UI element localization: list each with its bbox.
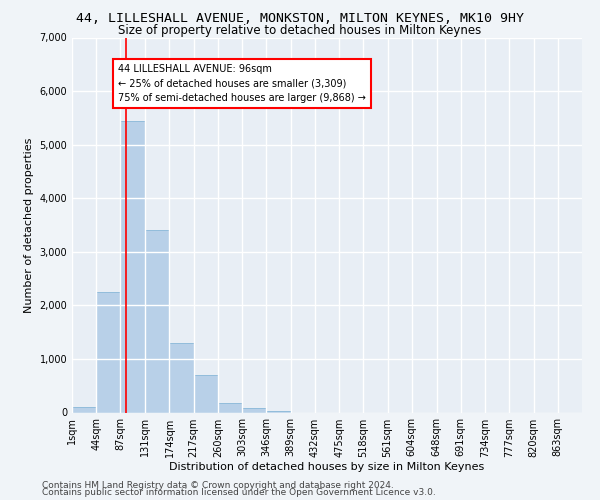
Bar (96, 292, 121, 412)
Text: Contains public sector information licensed under the Open Government Licence v3: Contains public sector information licen… (42, 488, 436, 497)
Bar (194, 375, 218, 412)
Bar (169, 343, 194, 412)
Bar (266, 411, 290, 412)
Text: Size of property relative to detached houses in Milton Keynes: Size of property relative to detached ho… (118, 24, 482, 37)
Y-axis label: Number of detached properties: Number of detached properties (24, 138, 34, 312)
Bar (218, 403, 242, 412)
Bar (242, 408, 266, 412)
X-axis label: Distribution of detached houses by size in Milton Keynes: Distribution of detached houses by size … (169, 462, 485, 472)
Bar (72, 407, 96, 412)
Bar (121, 120, 145, 412)
Text: Contains HM Land Registry data © Crown copyright and database right 2024.: Contains HM Land Registry data © Crown c… (42, 480, 394, 490)
Bar (145, 230, 169, 412)
Text: 44, LILLESHALL AVENUE, MONKSTON, MILTON KEYNES, MK10 9HY: 44, LILLESHALL AVENUE, MONKSTON, MILTON … (76, 12, 524, 26)
Text: 44 LILLESHALL AVENUE: 96sqm
← 25% of detached houses are smaller (3,309)
75% of : 44 LILLESHALL AVENUE: 96sqm ← 25% of det… (118, 64, 366, 104)
